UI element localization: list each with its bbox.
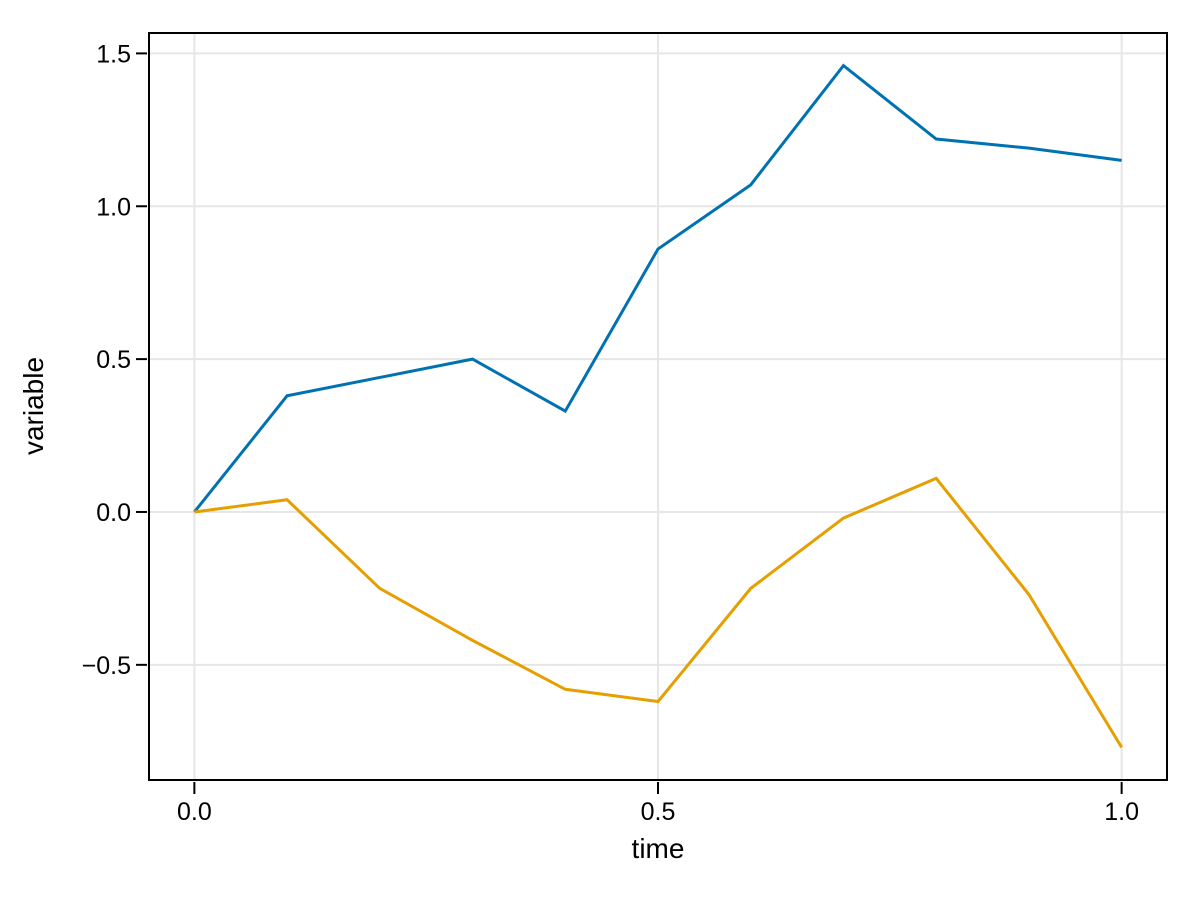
y-tick-label: 0.5 (96, 346, 131, 374)
line-series-1 (193, 63, 1122, 513)
y-tick-label: 0.0 (96, 499, 131, 527)
line-series-2 (194, 476, 1123, 749)
x-axis-label: time (631, 833, 685, 864)
y-axis-label: variable (18, 356, 49, 456)
x-tick-label: 1.0 (1104, 798, 1139, 826)
plot-frame (148, 32, 1168, 781)
y-tick-label: 1.5 (96, 40, 131, 68)
x-tick-label: 0.5 (641, 798, 676, 826)
y-tick-label: −0.5 (82, 652, 131, 680)
x-tick-label: 0.0 (177, 798, 212, 826)
y-tick-label: 1.0 (96, 193, 131, 221)
